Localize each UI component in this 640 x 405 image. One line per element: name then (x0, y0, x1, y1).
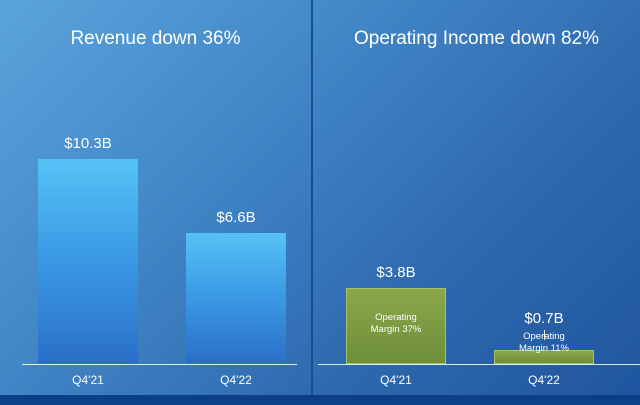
revenue-value-label-1: $10.3B (64, 135, 112, 152)
panel-divider (311, 0, 313, 395)
operating-income-category-label-1: Q4'21 (380, 373, 412, 387)
revenue-category-label-1: Q4'21 (72, 373, 104, 387)
revenue-value-label-2: $6.6B (216, 209, 256, 226)
operating-income-bar-1 (346, 288, 446, 364)
operating-income-baseline (318, 364, 640, 365)
bottom-bar (0, 395, 640, 405)
revenue-bar-2 (186, 233, 286, 364)
operating-income-margin-annotation-1: Operating Margin 37% (370, 312, 422, 335)
revenue-baseline (22, 364, 297, 365)
revenue-category-label-2: Q4'22 (220, 373, 252, 387)
revenue-chart-title: Revenue down 36% (70, 28, 241, 49)
operating-income-value-label-2: $0.7B (524, 310, 564, 327)
operating-income-category-label-2: Q4'22 (528, 373, 560, 387)
operating-income-annotation-leader-2 (544, 330, 545, 340)
operating-income-margin-annotation-2: Operating Margin 11% (519, 331, 569, 354)
operating-income-chart-title: Operating Income down 82% (353, 28, 600, 49)
operating-income-value-label-1: $3.8B (376, 264, 416, 281)
revenue-bar-1 (38, 159, 138, 364)
operating-income-bar-2 (494, 350, 594, 364)
revenue-chart-panel: Revenue down 36% $10.3B Q4'21 $6.6B Q4'22 (0, 0, 311, 395)
operating-income-chart-panel: Operating Income down 82% $3.8B Q4'21 Oper… (313, 0, 640, 395)
